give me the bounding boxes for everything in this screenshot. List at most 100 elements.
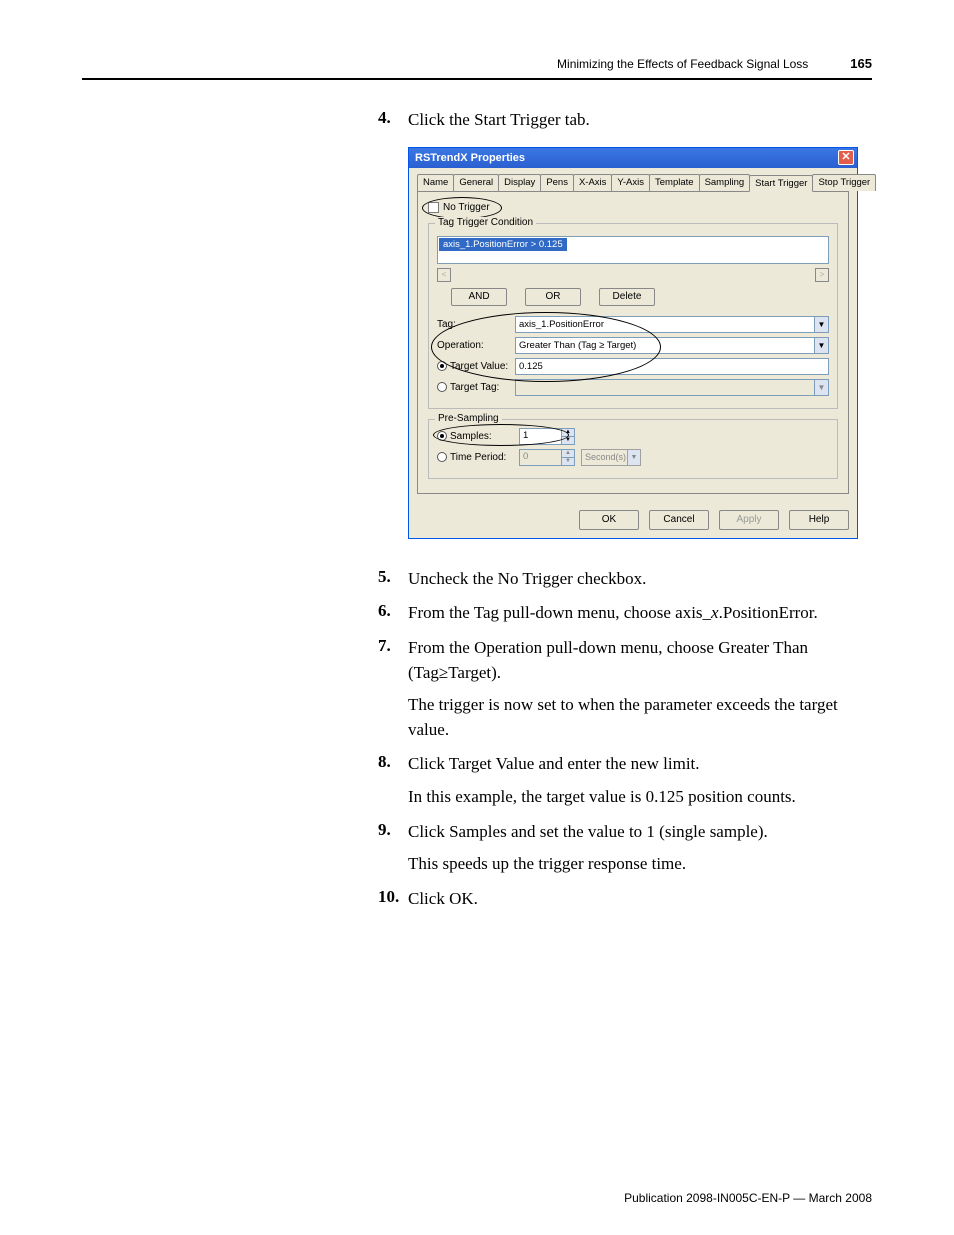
target-value-input[interactable]: 0.125	[515, 358, 829, 375]
chevron-down-icon: ▼	[627, 450, 640, 465]
group-title: Tag Trigger Condition	[435, 217, 536, 228]
tag-combo[interactable]: axis_1.PositionError ▼	[515, 316, 829, 333]
no-trigger-label: No Trigger	[443, 202, 490, 213]
step-number: 7.	[378, 636, 408, 743]
help-button[interactable]: Help	[789, 510, 849, 530]
step-9: 9. Click Samples and set the value to 1 …	[378, 820, 872, 877]
step-text: Click Samples and set the value to 1 (si…	[408, 820, 768, 877]
target-value-label: Target Value:	[437, 361, 515, 372]
tag-value: axis_1.PositionError	[519, 319, 604, 330]
samples-radio[interactable]	[437, 431, 447, 441]
pre-sampling-group: Pre-Sampling Samples: 1 ▲▼	[428, 419, 838, 479]
spinner-controls[interactable]: ▲▼	[561, 429, 574, 444]
tab-start-trigger[interactable]: Start Trigger	[749, 175, 813, 192]
samples-row: Samples: 1 ▲▼	[437, 428, 829, 445]
time-period-label: Time Period:	[437, 452, 519, 463]
page-footer: Publication 2098-IN005C-EN-P — March 200…	[624, 1191, 872, 1205]
dialog-title: RSTrendX Properties	[415, 152, 525, 164]
chevron-down-icon[interactable]: ▼	[814, 338, 828, 353]
step-para: In this example, the target value is 0.1…	[408, 785, 796, 810]
condition-buttons: AND OR Delete	[451, 288, 829, 306]
tab-general[interactable]: General	[453, 174, 499, 191]
step-number: 10.	[378, 887, 408, 912]
page-header: Minimizing the Effects of Feedback Signa…	[82, 56, 872, 71]
target-tag-combo: ▼	[515, 379, 829, 396]
tab-template[interactable]: Template	[649, 174, 700, 191]
tab-name[interactable]: Name	[417, 174, 454, 191]
or-button[interactable]: OR	[525, 288, 581, 306]
step-number: 9.	[378, 820, 408, 877]
tab-pens[interactable]: Pens	[540, 174, 574, 191]
step-8: 8. Click Target Value and enter the new …	[378, 752, 872, 809]
step-number: 8.	[378, 752, 408, 809]
target-value-radio[interactable]	[437, 361, 447, 371]
close-icon[interactable]: ✕	[838, 150, 854, 165]
step-5: 5. Uncheck the No Trigger checkbox.	[378, 567, 872, 592]
time-period-value: 0	[520, 450, 561, 465]
dialog-screenshot: RSTrendX Properties ✕ Name General Displ…	[408, 147, 872, 539]
condition-listbox[interactable]: axis_1.PositionError > 0.125	[437, 236, 829, 264]
spinner-controls: ▲▼	[561, 450, 574, 465]
tab-yaxis[interactable]: Y-Axis	[611, 174, 650, 191]
time-unit-value: Second(s)	[585, 452, 626, 462]
step-para: This speeds up the trigger response time…	[408, 852, 768, 877]
tab-panel: No Trigger Tag Trigger Condition axis_1.…	[417, 191, 849, 494]
ok-button[interactable]: OK	[579, 510, 639, 530]
target-tag-row: Target Tag: ▼	[437, 379, 829, 396]
chevron-down-icon: ▼	[814, 380, 828, 395]
chevron-down-icon[interactable]: ▼	[814, 317, 828, 332]
operation-label: Operation:	[437, 340, 515, 351]
scroll-right-icon[interactable]: >	[815, 268, 829, 282]
step-number: 4.	[378, 108, 408, 137]
listbox-scroll: < >	[437, 268, 829, 282]
dialog-titlebar: RSTrendX Properties ✕	[409, 148, 857, 168]
group-title: Pre-Sampling	[435, 413, 502, 424]
step-text: From the Operation pull-down menu, choos…	[408, 636, 872, 743]
tab-sampling[interactable]: Sampling	[699, 174, 751, 191]
content-area: 4. Click the Start Trigger tab. RSTrendX…	[378, 108, 872, 922]
time-period-spinner: 0 ▲▼	[519, 449, 575, 466]
step-para: The trigger is now set to when the param…	[408, 693, 872, 742]
step-number: 6.	[378, 601, 408, 626]
section-title: Minimizing the Effects of Feedback Signa…	[557, 57, 808, 71]
step-text: Click Target Value and enter the new lim…	[408, 752, 796, 809]
no-trigger-wrap: No Trigger	[428, 202, 490, 213]
delete-button[interactable]: Delete	[599, 288, 655, 306]
operation-value: Greater Than (Tag ≥ Target)	[519, 340, 636, 351]
operation-combo[interactable]: Greater Than (Tag ≥ Target) ▼	[515, 337, 829, 354]
target-value-text: 0.125	[519, 361, 543, 372]
target-tag-radio[interactable]	[437, 382, 447, 392]
tab-display[interactable]: Display	[498, 174, 541, 191]
step-text: Click OK.	[408, 887, 478, 912]
step-10: 10. Click OK.	[378, 887, 872, 912]
rstrendx-properties-dialog: RSTrendX Properties ✕ Name General Displ…	[408, 147, 858, 539]
condition-item[interactable]: axis_1.PositionError > 0.125	[439, 238, 567, 251]
time-period-radio[interactable]	[437, 452, 447, 462]
header-rule	[82, 78, 872, 80]
tabs-row: Name General Display Pens X-Axis Y-Axis …	[409, 168, 857, 191]
and-button[interactable]: AND	[451, 288, 507, 306]
samples-spinner[interactable]: 1 ▲▼	[519, 428, 575, 445]
step-6: 6. From the Tag pull-down menu, choose a…	[378, 601, 872, 626]
dialog-button-row: OK Cancel Apply Help	[409, 502, 857, 538]
step-number: 5.	[378, 567, 408, 592]
time-period-row: Time Period: 0 ▲▼ Second(s) ▼	[437, 449, 829, 466]
step-4: 4. Click the Start Trigger tab.	[378, 108, 872, 137]
page-number: 165	[850, 56, 872, 71]
step-text: From the Tag pull-down menu, choose axis…	[408, 601, 818, 626]
tab-stop-trigger[interactable]: Stop Trigger	[812, 174, 876, 191]
tab-xaxis[interactable]: X-Axis	[573, 174, 612, 191]
tag-row: Tag: axis_1.PositionError ▼	[437, 316, 829, 333]
samples-label: Samples:	[437, 431, 519, 442]
time-unit-combo: Second(s) ▼	[581, 449, 641, 466]
no-trigger-checkbox-row: No Trigger	[428, 202, 490, 213]
cancel-button[interactable]: Cancel	[649, 510, 709, 530]
no-trigger-checkbox[interactable]	[428, 202, 439, 213]
target-value-row: Target Value: 0.125	[437, 358, 829, 375]
step-7: 7. From the Operation pull-down menu, ch…	[378, 636, 872, 743]
tag-trigger-condition-group: Tag Trigger Condition axis_1.PositionErr…	[428, 223, 838, 409]
scroll-left-icon[interactable]: <	[437, 268, 451, 282]
operation-row: Operation: Greater Than (Tag ≥ Target) ▼	[437, 337, 829, 354]
target-tag-label: Target Tag:	[437, 382, 515, 393]
apply-button: Apply	[719, 510, 779, 530]
